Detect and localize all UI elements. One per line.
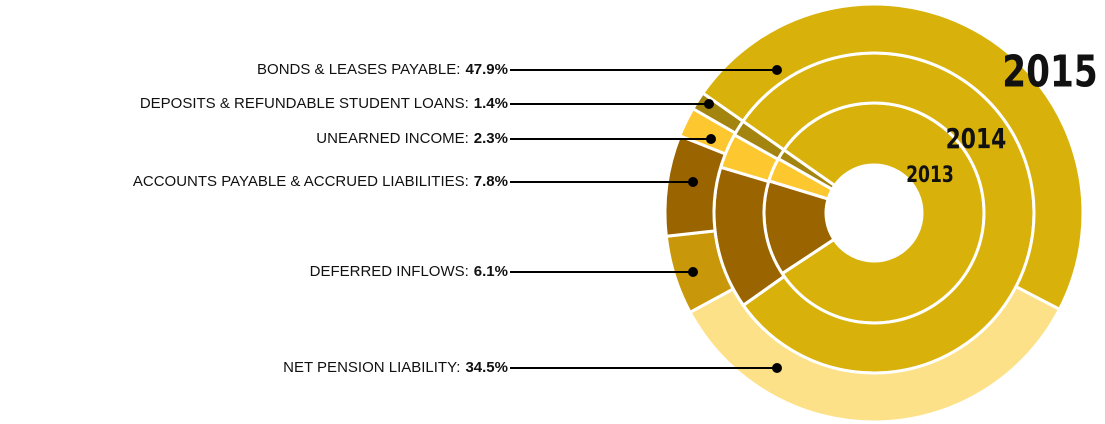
leader-dot	[704, 99, 714, 109]
year-label: 2014	[946, 122, 1007, 154]
value-label: 6.1%	[474, 263, 508, 280]
label: DEFERRED INFLOWS: 6.1%	[310, 263, 508, 280]
leader-dot	[688, 267, 698, 277]
leader-dot	[772, 65, 782, 75]
year-label: 2015	[1002, 47, 1097, 98]
value-label: 34.5%	[465, 359, 508, 376]
value-label: 47.9%	[465, 61, 508, 78]
label: UNEARNED INCOME: 2.3%	[316, 130, 508, 147]
segment	[700, 2, 1085, 312]
label: NET PENSION LIABILITY: 34.5%	[283, 359, 508, 376]
leader-dot	[772, 363, 782, 373]
leader-dot	[706, 134, 716, 144]
year-label: 2013	[906, 162, 954, 188]
segment	[688, 284, 1062, 424]
category-label: NET PENSION LIABILITY:	[283, 359, 460, 376]
label: BONDS & LEASES PAYABLE: 47.9%	[257, 61, 508, 78]
category-label: BONDS & LEASES PAYABLE:	[257, 61, 460, 78]
value-label: 7.8%	[474, 173, 508, 190]
category-label: ACCOUNTS PAYABLE & ACCRUED LIABILITIES:	[133, 173, 469, 190]
value-label: 2.3%	[474, 130, 508, 147]
category-label: DEPOSITS & REFUNDABLE STUDENT LOANS:	[140, 95, 469, 112]
leader-dot	[688, 177, 698, 187]
value-label: 1.4%	[474, 95, 508, 112]
label: DEPOSITS & REFUNDABLE STUDENT LOANS: 1.4%	[140, 95, 508, 112]
category-label: DEFERRED INFLOWS:	[310, 263, 469, 280]
label: ACCOUNTS PAYABLE & ACCRUED LIABILITIES: 7…	[133, 173, 508, 190]
category-label: UNEARNED INCOME:	[316, 130, 469, 147]
